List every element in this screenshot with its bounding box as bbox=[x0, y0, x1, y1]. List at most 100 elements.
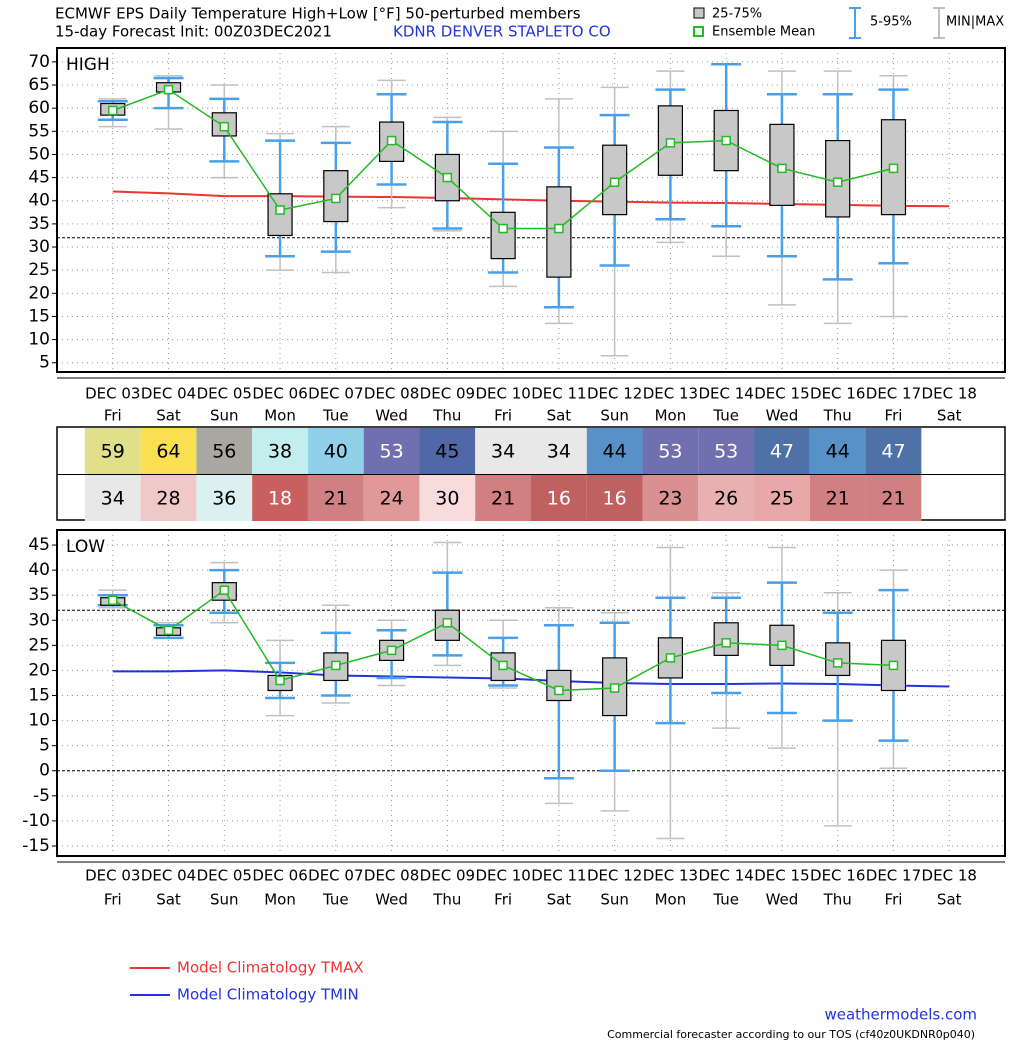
table-cell bbox=[865, 475, 922, 521]
mean-marker bbox=[609, 177, 620, 187]
x-tick-label: DEC 07 bbox=[308, 385, 363, 403]
table-value: 34 bbox=[101, 488, 125, 510]
weekday-label: Tue bbox=[712, 891, 739, 909]
x-tick-label: DEC 08 bbox=[364, 867, 419, 885]
table-cell bbox=[475, 428, 531, 474]
plot-frame bbox=[56, 529, 1006, 857]
legend-whisker: 5-95% bbox=[870, 15, 912, 30]
table-value: 53 bbox=[658, 441, 682, 463]
weekday-label: Sun bbox=[210, 407, 239, 425]
table-value: 21 bbox=[881, 488, 905, 510]
plot-frame bbox=[56, 47, 1006, 373]
mean-marker bbox=[108, 595, 118, 605]
table-cell bbox=[419, 428, 476, 474]
weekday-label: Fri bbox=[104, 407, 122, 425]
weekday-label: Thu bbox=[823, 407, 852, 425]
mean-marker bbox=[163, 84, 174, 95]
table-cell bbox=[531, 428, 587, 474]
box bbox=[602, 144, 628, 216]
table-cell bbox=[754, 428, 810, 474]
weekday-label: Mon bbox=[264, 891, 296, 909]
y-tick-label: 5 bbox=[39, 353, 50, 373]
table-value: 16 bbox=[603, 488, 627, 510]
y-tick-label: 40 bbox=[28, 191, 50, 211]
weekday-label: Fri bbox=[494, 891, 512, 909]
y-tick-label: 50 bbox=[28, 144, 50, 164]
weekday-label: Fri bbox=[885, 891, 903, 909]
y-tick-label: 25 bbox=[28, 260, 50, 280]
x-tick-label: DEC 16 bbox=[810, 385, 865, 403]
mean-marker bbox=[331, 193, 341, 204]
y-tick-label: 30 bbox=[28, 237, 50, 257]
table-value: 47 bbox=[770, 441, 794, 463]
mean-marker bbox=[498, 660, 508, 671]
table-value: 47 bbox=[881, 441, 905, 463]
mean-marker bbox=[219, 585, 230, 595]
mean-marker bbox=[832, 177, 843, 187]
table-value: 59 bbox=[101, 441, 125, 463]
mean-marker bbox=[777, 640, 787, 651]
table-value: 23 bbox=[658, 488, 682, 510]
mean-marker bbox=[777, 163, 787, 174]
x-tick-label: DEC 03 bbox=[85, 867, 140, 885]
table-cell bbox=[419, 475, 476, 521]
table-cell bbox=[307, 475, 364, 521]
weekday-label: Tue bbox=[322, 407, 349, 425]
x-tick-label: DEC 17 bbox=[866, 385, 921, 403]
mean-marker bbox=[498, 223, 508, 234]
x-tick-label: DEC 15 bbox=[754, 867, 809, 885]
y-tick-label: 40 bbox=[28, 560, 50, 580]
x-tick-label: DEC 13 bbox=[643, 385, 698, 403]
table-value: 34 bbox=[491, 441, 515, 463]
x-tick-label: DEC 03 bbox=[85, 385, 140, 403]
y-tick-label: 10 bbox=[28, 330, 50, 350]
x-tick-label: DEC 08 bbox=[364, 385, 419, 403]
y-tick-label: 25 bbox=[28, 635, 50, 655]
y-tick-label: 60 bbox=[28, 98, 50, 118]
mean-marker bbox=[665, 138, 676, 148]
x-tick-label: DEC 17 bbox=[866, 867, 921, 885]
table-value: 21 bbox=[324, 488, 348, 510]
legend-whisker-icon bbox=[849, 7, 861, 39]
table-value: 38 bbox=[268, 441, 292, 463]
weekday-label: Tue bbox=[712, 407, 739, 425]
table-cell bbox=[363, 475, 420, 521]
table-cell bbox=[475, 475, 531, 521]
table-value: 21 bbox=[826, 488, 850, 510]
mean-marker bbox=[609, 683, 620, 693]
table-value: 34 bbox=[547, 441, 571, 463]
table-value: 36 bbox=[212, 488, 236, 510]
table-cell bbox=[586, 475, 643, 521]
x-tick-label: DEC 13 bbox=[643, 867, 698, 885]
table-cell bbox=[252, 428, 308, 474]
table-value: 18 bbox=[268, 488, 292, 510]
table-value: 26 bbox=[714, 488, 738, 510]
y-tick-label: 35 bbox=[28, 214, 50, 234]
table-cell bbox=[642, 475, 699, 521]
y-tick-label: -10 bbox=[22, 811, 50, 831]
table-cell bbox=[196, 475, 253, 521]
table-cell bbox=[84, 428, 141, 474]
y-tick-label: 20 bbox=[28, 283, 50, 303]
y-tick-label: 65 bbox=[28, 75, 50, 95]
table-cell bbox=[698, 428, 755, 474]
table-value: 44 bbox=[826, 441, 850, 463]
x-tick-label: DEC 09 bbox=[420, 867, 475, 885]
table-cell bbox=[140, 428, 197, 474]
x-tick-label: DEC 07 bbox=[308, 867, 363, 885]
table-cell bbox=[140, 475, 197, 521]
mean-marker bbox=[163, 625, 174, 636]
mean-marker bbox=[888, 163, 899, 174]
legend-mean-icon bbox=[693, 26, 704, 37]
mean-marker bbox=[331, 660, 341, 671]
mean-marker bbox=[275, 675, 285, 686]
weekday-label: Fri bbox=[104, 891, 122, 909]
x-tick-label: DEC 09 bbox=[420, 385, 475, 403]
footer-note: Commercial forecaster according to our T… bbox=[607, 1028, 975, 1041]
y-tick-label: 0 bbox=[39, 761, 50, 781]
panel-label: LOW bbox=[66, 537, 105, 557]
weekday-label: Sun bbox=[600, 891, 629, 909]
x-tick-label: DEC 12 bbox=[587, 385, 642, 403]
weekday-label: Fri bbox=[494, 407, 512, 425]
table-cell bbox=[642, 428, 699, 474]
